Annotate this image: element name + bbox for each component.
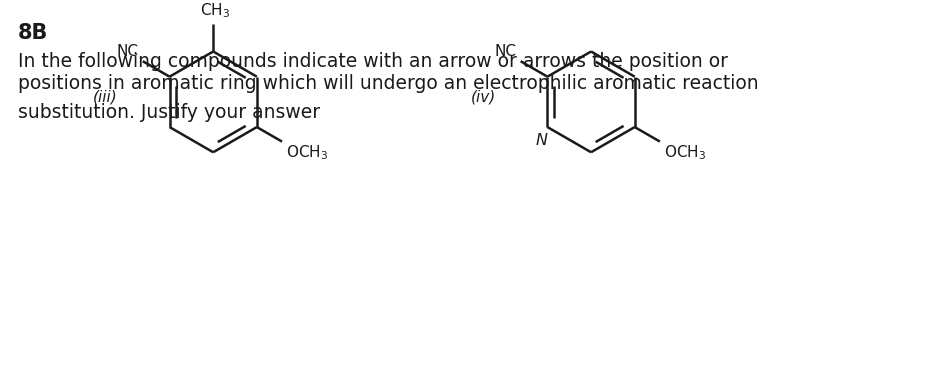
- Text: OCH$_3$: OCH$_3$: [285, 144, 328, 162]
- Text: NC: NC: [495, 44, 516, 59]
- Text: CH$_3$: CH$_3$: [200, 2, 230, 20]
- Text: NC: NC: [116, 44, 139, 59]
- Text: (iii): (iii): [93, 90, 117, 105]
- Text: (iv): (iv): [471, 90, 496, 105]
- Text: In the following compounds indicate with an arrow or arrows the position or: In the following compounds indicate with…: [18, 53, 728, 71]
- Text: N: N: [535, 133, 547, 148]
- Text: substitution. Justify your answer: substitution. Justify your answer: [18, 103, 319, 122]
- Text: OCH$_3$: OCH$_3$: [664, 144, 706, 162]
- Text: 8B: 8B: [18, 23, 48, 43]
- Text: positions in aromatic ring which will undergo an electrophilic aromatic reaction: positions in aromatic ring which will un…: [18, 74, 758, 93]
